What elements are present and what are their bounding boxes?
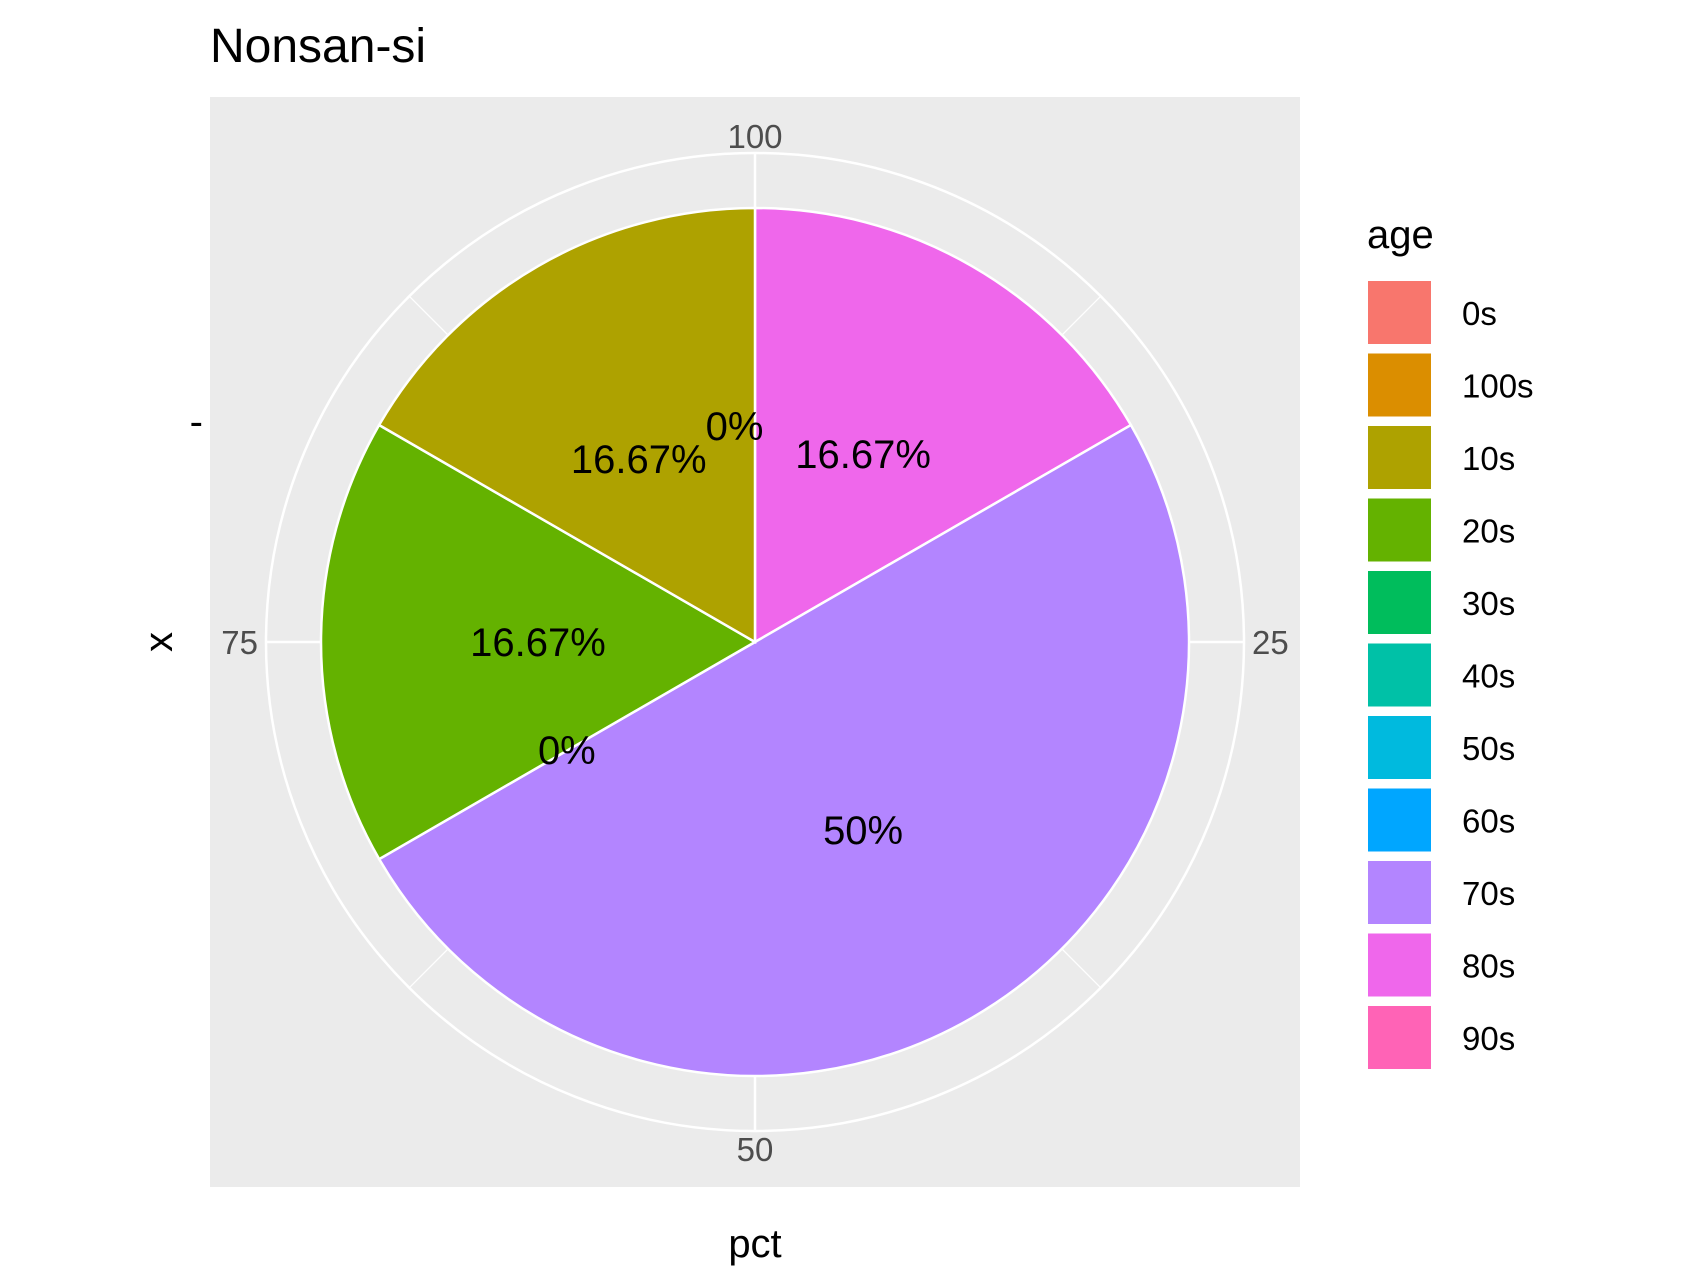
- y-axis-title: x: [137, 632, 181, 652]
- x-axis-title: pct: [728, 1222, 781, 1266]
- legend-key-20s: [1366, 496, 1433, 564]
- slice-label: 50%: [823, 809, 903, 853]
- legend-label: 0s: [1462, 295, 1497, 332]
- legend-key-50s: [1366, 714, 1433, 781]
- polar-grid: [264, 151, 1246, 1133]
- angle-ticks: 100 25 50 75: [221, 118, 1288, 1168]
- y-tick-label: -: [190, 400, 203, 444]
- pie-slice-10s: [377, 206, 757, 645]
- legend-key-90s: [1366, 1004, 1433, 1071]
- legend: age 0s 100s 10s 20s 30s 40s 50s 60s 70s 80s 90s: [1366, 213, 1534, 1071]
- legend-label: 90s: [1462, 1020, 1515, 1057]
- legend-label: 60s: [1462, 803, 1515, 840]
- slice-label: 16.67%: [795, 433, 931, 477]
- pie-slice-80s: [753, 206, 1133, 645]
- grid-spoke: [408, 948, 449, 989]
- legend-key-0s: [1366, 279, 1433, 346]
- legend-label: 50s: [1462, 730, 1515, 767]
- slice-label: 0%: [706, 405, 764, 449]
- legend-label: 30s: [1462, 585, 1515, 622]
- legend-label: 70s: [1462, 875, 1515, 912]
- pie-slice-20s: [319, 423, 758, 861]
- pie-slice-70s: [377, 423, 1191, 1078]
- grid-spoke: [408, 295, 449, 336]
- angle-tick-label: 75: [221, 624, 258, 661]
- legend-label: 80s: [1462, 948, 1515, 985]
- legend-label: 20s: [1462, 513, 1515, 550]
- pie-slices: [319, 206, 1191, 1078]
- legend-key-40s: [1366, 641, 1433, 709]
- legend-key-10s: [1366, 424, 1433, 491]
- grid-spoke: [1061, 948, 1102, 989]
- slice-label: 16.67%: [470, 621, 606, 665]
- legend-key-70s: [1366, 859, 1433, 926]
- legend-label: 10s: [1462, 440, 1515, 477]
- angle-tick-label: 50: [737, 1131, 774, 1168]
- legend-label: 40s: [1462, 658, 1515, 695]
- angle-tick-label: 25: [1252, 624, 1289, 661]
- slice-labels: 0%16.67%16.67%0%50%16.67%: [470, 405, 931, 853]
- legend-key-60s: [1366, 786, 1433, 854]
- legend-label: 100s: [1462, 368, 1534, 405]
- slice-label: 0%: [538, 729, 596, 773]
- angle-tick-label: 100: [727, 118, 782, 155]
- slice-label: 16.67%: [571, 438, 707, 482]
- grid-spoke: [1061, 295, 1102, 336]
- legend-key-80s: [1366, 931, 1433, 999]
- legend-key-100s: [1366, 351, 1433, 419]
- legend-key-30s: [1366, 569, 1433, 636]
- chart-title: Nonsan-si: [210, 20, 426, 73]
- legend-title: age: [1367, 213, 1434, 257]
